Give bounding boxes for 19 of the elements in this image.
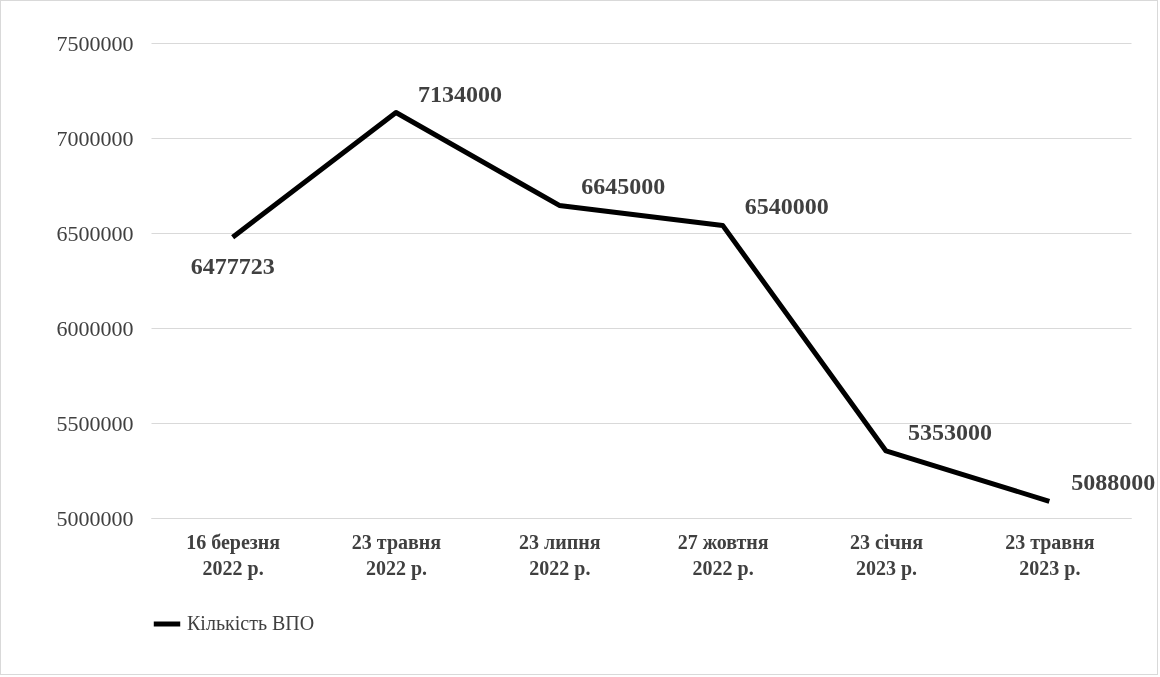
data-label: 5353000 [908, 418, 992, 445]
data-label: 6477723 [190, 253, 275, 280]
data-label: 7134000 [418, 80, 502, 107]
data-label: 6645000 [581, 173, 666, 200]
x-tick-label: 27 жовтня 2022 р. [677, 530, 769, 580]
y-tick-label: 5000000 [56, 505, 134, 531]
x-tick-label: 23 травня 2023 р. [1005, 530, 1095, 580]
y-tick-label: 5500000 [56, 410, 134, 436]
legend-label: Кількість ВПО [187, 612, 315, 634]
x-tick-label: 16 березня 2022 р. [186, 530, 281, 580]
y-tick-label: 7500000 [56, 30, 134, 56]
x-tick-label: 23 січня 2023 р. [849, 530, 924, 580]
y-tick-label: 7000000 [56, 125, 134, 151]
x-tick-label: 23 липня 2022 р. [519, 530, 601, 580]
data-label: 5088000 [1071, 469, 1156, 496]
x-tick-label: 23 травня 2022 р. [351, 530, 442, 580]
y-tick-label: 6500000 [56, 220, 134, 246]
y-tick-label: 6000000 [56, 315, 134, 341]
data-label: 6540000 [744, 193, 829, 220]
